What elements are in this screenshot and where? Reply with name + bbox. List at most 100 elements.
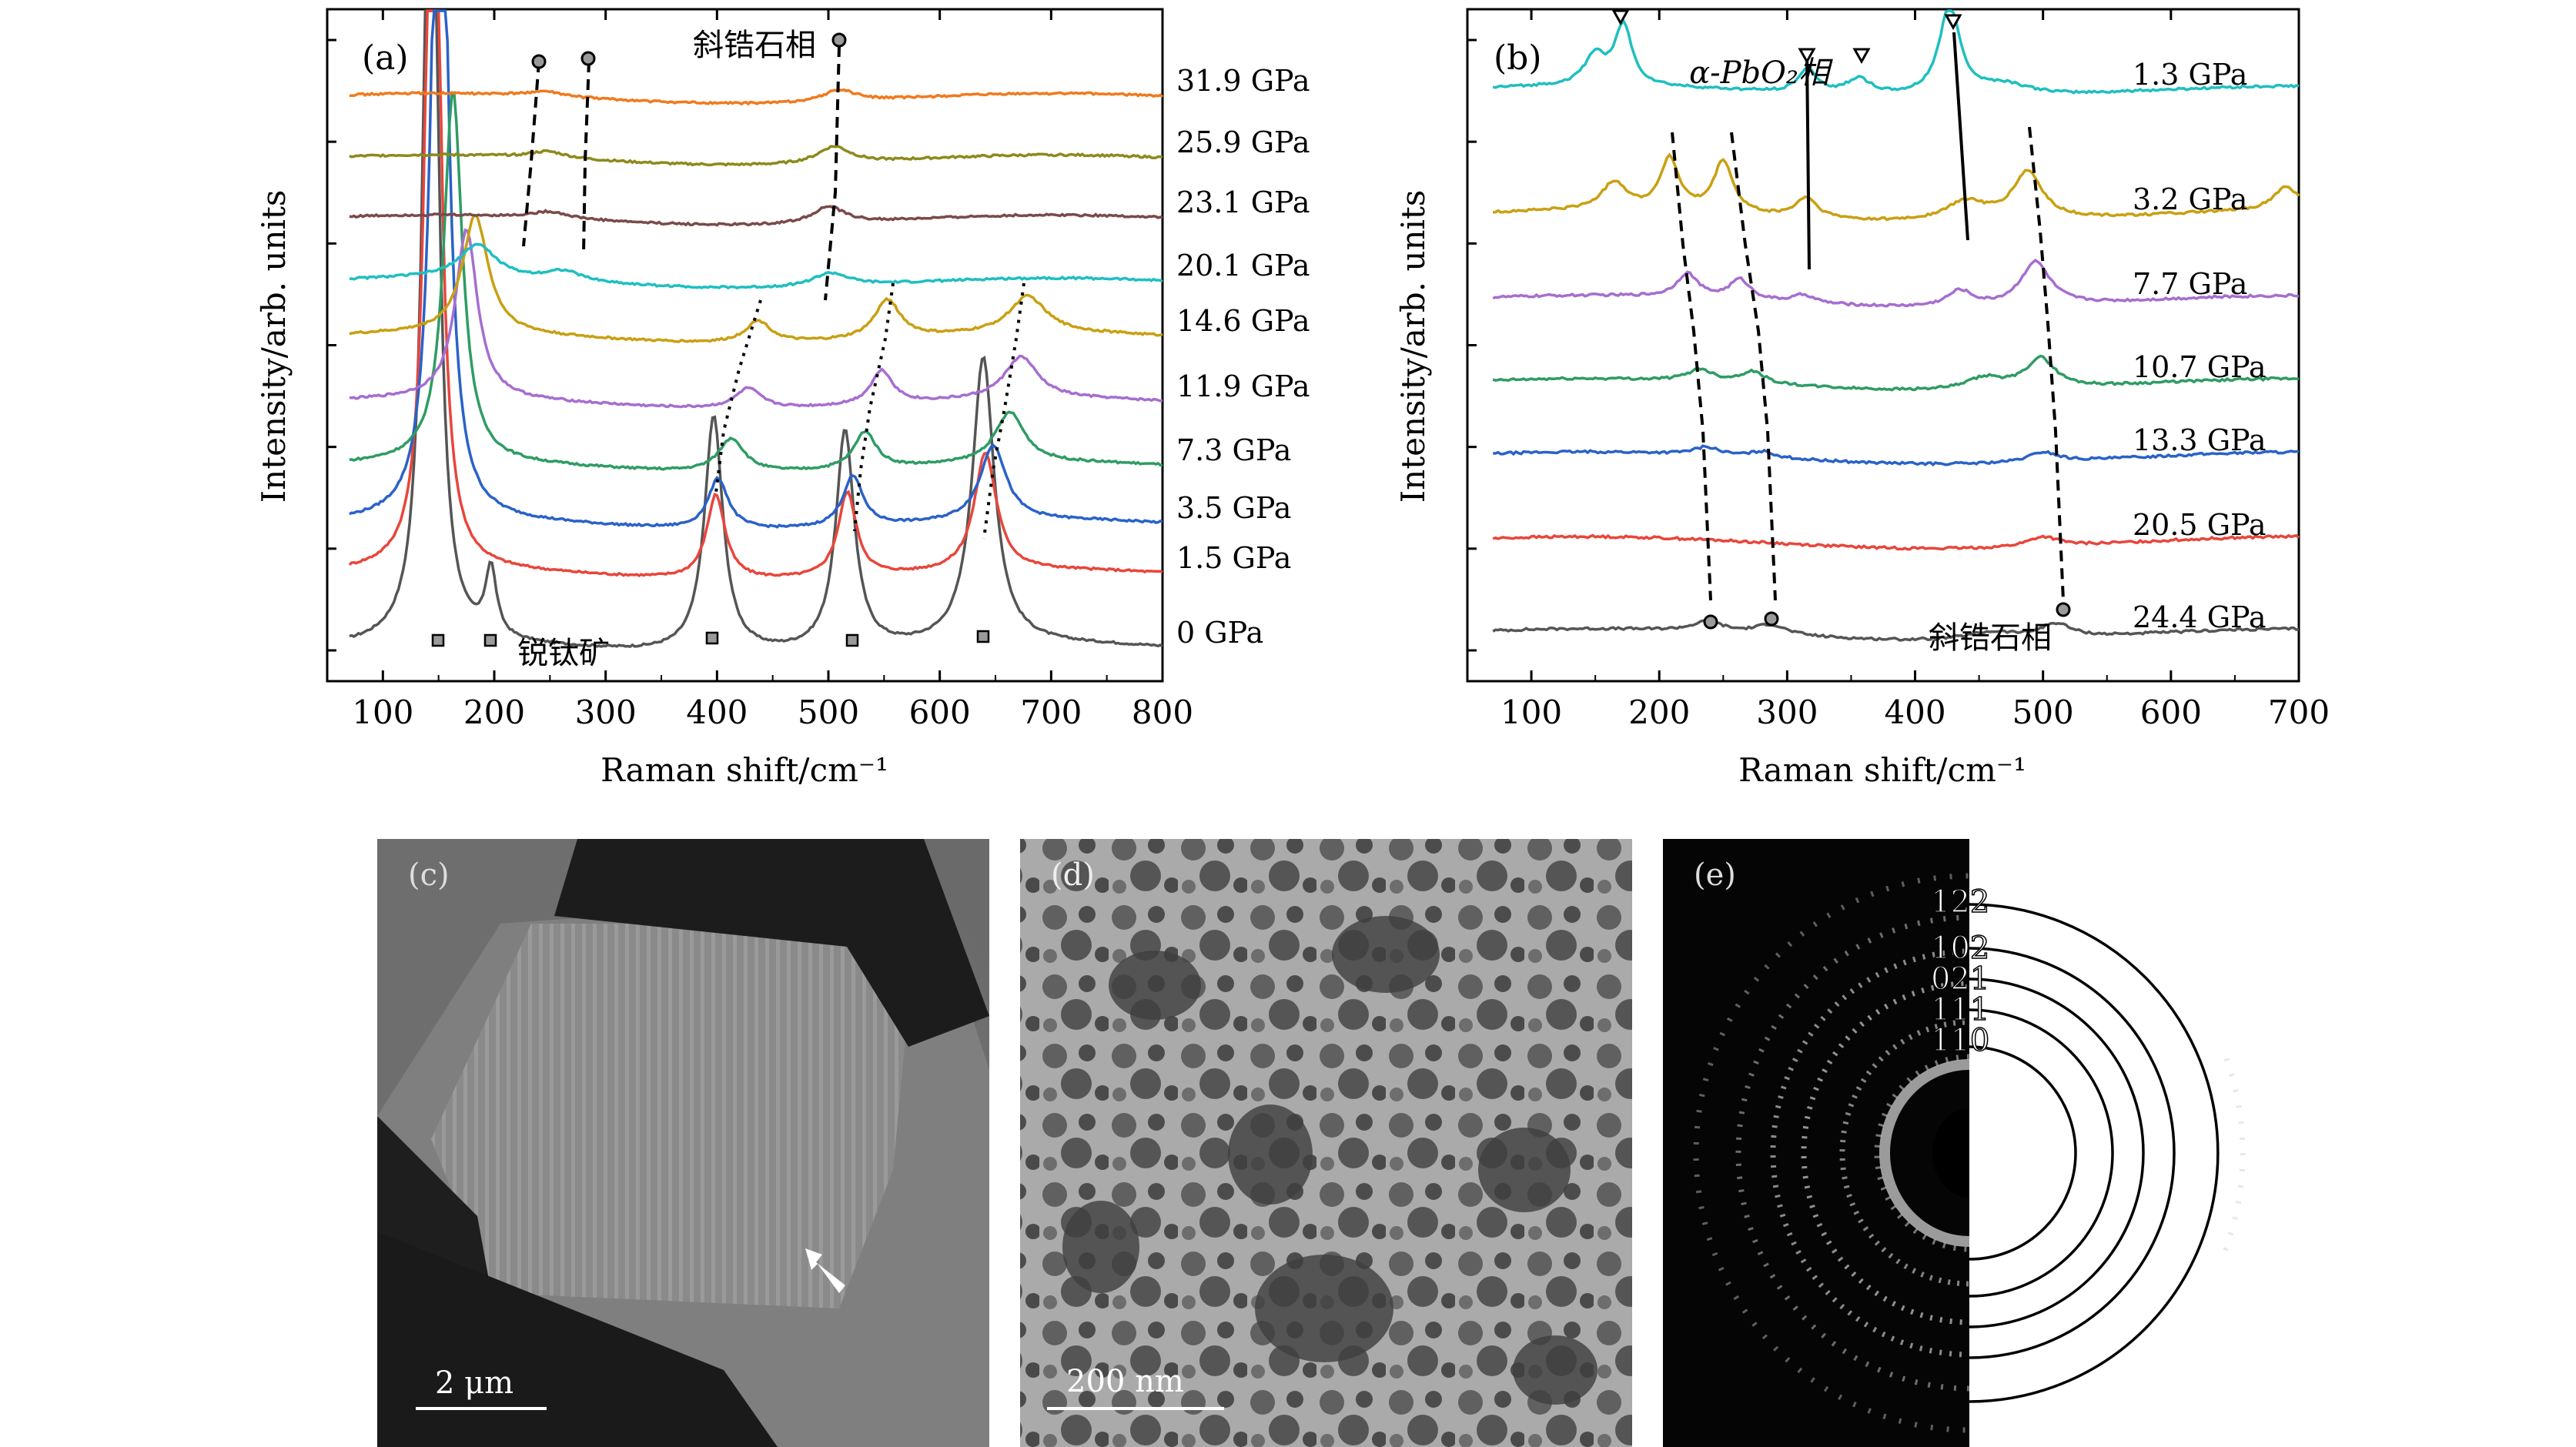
circle-marker <box>580 51 596 66</box>
annotation-baddeleyite-a: 斜锆石相 <box>693 28 816 63</box>
saed-pattern-e: 122 102 021 111 110 (e) <box>1663 839 2246 1447</box>
series-label: 7.7 GPa <box>2133 267 2247 301</box>
x-tick-label: 300 <box>575 693 637 731</box>
plot-frame-a <box>326 8 1164 683</box>
x-ticks-a: 100 200 300 400 500 600 700 800 <box>326 9 1193 731</box>
baddeleyite-markers-b <box>1703 602 2071 630</box>
series-line <box>349 145 1163 167</box>
particle <box>1255 1255 1393 1362</box>
index-arc-111 <box>1969 1008 2114 1298</box>
anatase-markers <box>431 630 990 647</box>
arrow-icon <box>805 1248 845 1293</box>
tem-dark-cap-bottom <box>377 1231 778 1447</box>
annotation-baddeleyite-b: 斜锆石相 <box>1929 620 2052 656</box>
series-labels-b: 24.4 GPa 20.5 GPa 13.3 GPa 10.7 GPa 7.7 GPa 3… <box>2133 58 2267 634</box>
scalebar-label-c: 2 μm <box>435 1365 514 1401</box>
series-label: 1.3 GPa <box>2133 58 2247 92</box>
series-line <box>1493 152 2300 222</box>
series-label: 25.9 GPa <box>1176 125 1310 159</box>
plot-frame-b <box>1466 8 2300 683</box>
ring-label: 021 <box>1931 961 1989 997</box>
raman-panel-a: 100 200 300 400 500 600 700 800 0 GPa 1.5 GPa 3.5… <box>255 8 1310 789</box>
series-line <box>349 9 1163 529</box>
series-label: 1.5 GPa <box>1176 541 1291 575</box>
x-tick-label: 200 <box>463 693 525 731</box>
raman-panel-b: 100 200 300 400 500 600 700 24.4 GPa 20.5 GPa 13… <box>1394 8 2330 789</box>
series-label: 20.5 GPa <box>2133 508 2267 542</box>
series-label: 24.4 GPa <box>2133 600 2267 634</box>
x-tick-label: 100 <box>352 693 413 731</box>
circle-marker <box>1703 614 1718 630</box>
y-axis-label-a: Intensity/arb. units <box>255 190 293 503</box>
particle <box>1062 1201 1139 1293</box>
triangle-marker <box>1852 48 1871 65</box>
circle-marker <box>2056 602 2071 617</box>
particle <box>1478 1128 1571 1212</box>
scalebar-label-d: 200 nm <box>1066 1364 1184 1399</box>
y-ticks-a <box>327 38 336 652</box>
triangle-marker <box>1611 9 1630 26</box>
annotation-alpha-pbo2: α-PbO₂相 <box>1689 55 1833 91</box>
tem-dark-cap-top <box>554 839 989 1047</box>
saed-background <box>1663 839 1969 1447</box>
series-labels-a: 0 GPa 1.5 GPa 3.5 GPa 7.3 GPa 11.9 GPa 14.6 G… <box>1176 64 1310 650</box>
x-tick-label: 300 <box>1756 693 1818 731</box>
triangle-marker <box>1798 48 1816 65</box>
y-axis-label-b: Intensity/arb. units <box>1394 190 1432 503</box>
x-tick-label: 700 <box>1020 693 1082 731</box>
series-group-b <box>1492 9 2300 642</box>
tem-particles <box>1062 916 1597 1405</box>
peak-guides-a <box>522 45 1025 540</box>
series-label: 3.5 GPa <box>1176 491 1291 525</box>
ring-label: 110 <box>1931 1023 1989 1058</box>
x-axis-label-a: Raman shift/cm⁻¹ <box>601 751 888 789</box>
saed-index-area <box>1969 839 2223 1447</box>
square-marker <box>976 630 990 643</box>
series-line <box>349 90 1163 471</box>
series-label: 13.3 GPa <box>2133 423 2267 457</box>
series-label: 0 GPa <box>1176 616 1263 650</box>
guide-line <box>1952 32 1969 241</box>
guide-line <box>1805 53 1811 270</box>
series-label: 3.2 GPa <box>2133 182 2247 216</box>
series-line <box>349 242 1163 290</box>
series-line <box>1492 9 2300 95</box>
particle <box>1332 916 1440 993</box>
series-label: 10.7 GPa <box>2133 350 2267 384</box>
ring-label: 111 <box>1931 992 1989 1028</box>
x-tick-label: 600 <box>909 693 971 731</box>
series-line <box>1492 259 2300 308</box>
series-line <box>1492 533 2300 551</box>
square-marker <box>705 631 719 645</box>
x-tick-label: 700 <box>2268 693 2330 731</box>
panel-label-b: (b) <box>1494 38 1542 78</box>
annotation-anatase: 锐钛矿 <box>517 636 610 671</box>
index-arc-122 <box>1969 903 2220 1403</box>
guide-line <box>582 61 590 255</box>
y-ticks-b <box>1467 38 1477 652</box>
square-marker <box>431 633 445 647</box>
baddeleyite-markers-a <box>531 32 847 69</box>
series-label: 7.3 GPa <box>1176 433 1291 467</box>
series-label: 31.9 GPa <box>1176 64 1310 98</box>
tem-image-d: (d) 200 nm <box>1020 839 1632 1447</box>
x-tick-label: 200 <box>1628 693 1690 731</box>
circle-marker <box>531 54 547 69</box>
circle-marker <box>1764 611 1779 627</box>
panel-label-a: (a) <box>362 38 409 78</box>
tem-image-c: (c) 2 μm <box>377 839 989 1447</box>
ring-index-labels: 122 102 021 111 110 <box>1930 884 1990 1059</box>
guide-line <box>2028 126 2065 601</box>
square-marker <box>483 633 497 647</box>
particle <box>1228 1104 1313 1205</box>
index-arc-021 <box>1969 977 2145 1328</box>
series-label: 14.6 GPa <box>1176 304 1310 338</box>
series-group-a <box>348 9 1164 648</box>
diffraction-ring <box>1693 873 2246 1433</box>
ring-label: 122 <box>1931 884 1989 920</box>
series-label: 20.1 GPa <box>1176 249 1310 282</box>
panel-label-d: (d) <box>1051 857 1095 893</box>
series-line <box>348 9 1163 578</box>
x-tick-label: 800 <box>1132 693 1193 731</box>
series-line <box>349 228 1163 409</box>
